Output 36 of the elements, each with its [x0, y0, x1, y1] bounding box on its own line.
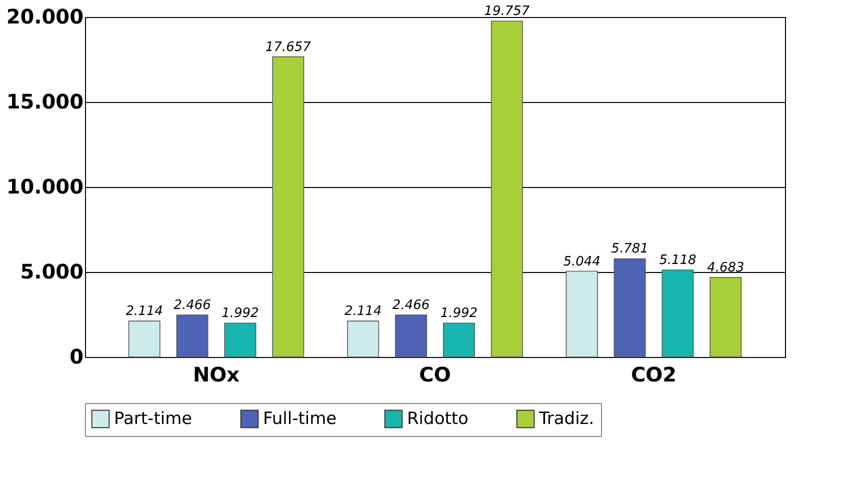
data-label: 1.992: [440, 306, 478, 322]
y-tick-label: 10.000: [6, 174, 84, 198]
data-label: 1.992: [222, 306, 259, 322]
bar: [442, 322, 475, 358]
bar: [176, 314, 208, 358]
bar: [128, 320, 160, 358]
bar: [272, 56, 304, 358]
data-label: 2.114: [126, 304, 163, 320]
y-tick-label: 20.000: [6, 4, 84, 28]
legend-label: Tradiz.: [538, 408, 594, 429]
data-label: 17.657: [265, 40, 312, 55]
legend-label: Part-time: [114, 408, 192, 429]
x-tick-label: NOx: [192, 362, 240, 386]
x-tick-label: CO2: [630, 362, 677, 386]
data-label: 4.683: [707, 260, 744, 276]
data-label: 2.466: [174, 298, 211, 314]
bar: [347, 320, 380, 358]
bar: [662, 270, 694, 358]
x-tick-label: CO: [419, 362, 451, 386]
bar: [395, 314, 428, 358]
data-label: 2.466: [392, 298, 430, 314]
legend-label: Ridotto: [407, 408, 468, 429]
legend-label: Full-time: [263, 408, 337, 429]
data-label: 2.114: [344, 304, 382, 320]
bar: [490, 20, 523, 358]
data-label: 5.118: [659, 252, 696, 268]
bar: [614, 258, 646, 358]
y-tick-label: 15.000: [6, 90, 84, 114]
y-tick-label: 5.000: [20, 260, 84, 284]
y-tick-label: 0: [70, 344, 84, 368]
bar: [710, 276, 742, 358]
data-label: 5.781: [611, 242, 648, 257]
bar: [566, 270, 598, 358]
data-label: 5.044: [563, 254, 600, 270]
data-label: 19.757: [484, 4, 530, 20]
bar: [224, 322, 256, 358]
